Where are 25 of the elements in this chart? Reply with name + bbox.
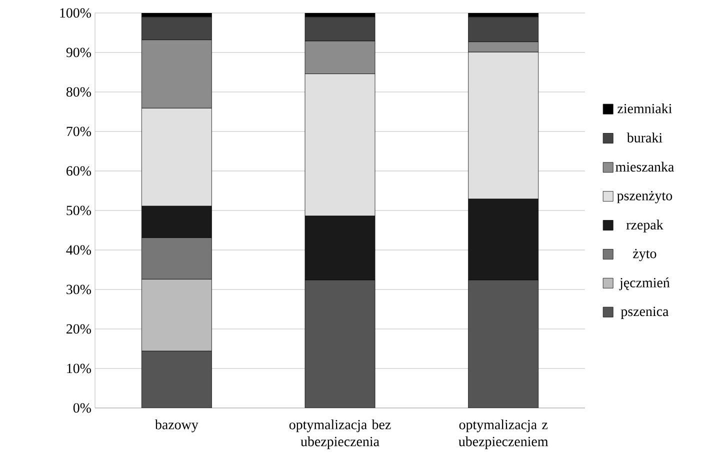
bar [141,350,212,408]
legend-label: buraki [626,132,662,142]
legend-label: ziemniaki [618,103,672,114]
y-tick-label: 70% [66,126,92,136]
x-tick-label: optymalizacja bez ubezpieczenia [289,419,391,450]
legend-label: pszenica [620,306,669,319]
bar [304,280,376,408]
y-tick-label: 100% [60,8,92,18]
y-tick-label: 0% [73,403,92,413]
legend-label: rzepak [626,220,664,232]
x-tick-label: optymalizacja z ubezpieczeniem [458,419,548,450]
legend-label: jęczmień [619,278,670,290]
legend-label: pszenżyto [617,190,672,204]
y-tick-label: 60% [66,166,92,176]
y-tick-label: 90% [66,48,92,58]
legend-label: żyto [633,248,656,262]
y-tick-label: 20% [66,324,92,334]
y-tick-label: 80% [66,87,92,97]
y-tick-label: 10% [67,364,92,374]
y-tick-label: 40% [66,245,92,255]
legend-label: mieszanka [616,162,674,172]
bar [468,280,539,408]
y-tick-label: 50% [66,206,92,216]
x-tick-label: bazowy [154,419,198,432]
y-tick-label: 30% [66,284,92,294]
